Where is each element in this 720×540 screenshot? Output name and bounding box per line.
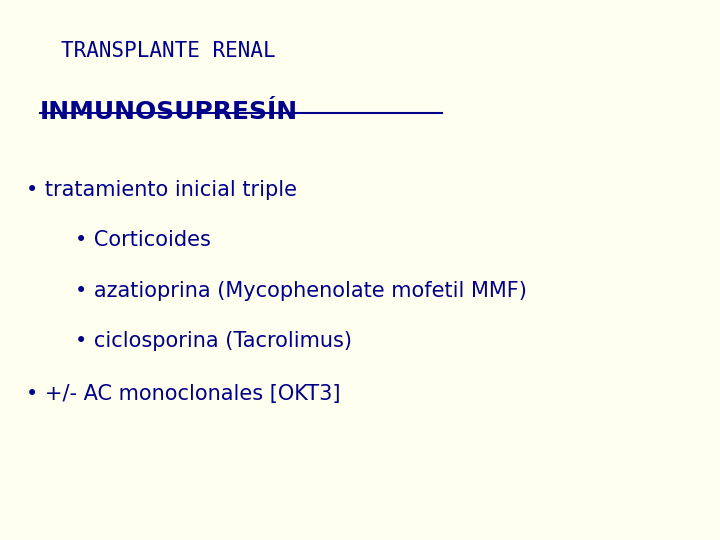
- Text: • tratamiento inicial triple: • tratamiento inicial triple: [25, 180, 297, 200]
- Text: • ciclosporina (Tacrolimus): • ciclosporina (Tacrolimus): [76, 331, 352, 351]
- Text: • azatioprina (Mycophenolate mofetil MMF): • azatioprina (Mycophenolate mofetil MMF…: [76, 281, 527, 301]
- Text: TRANSPLANTE RENAL: TRANSPLANTE RENAL: [61, 42, 276, 62]
- Text: INMUNOSUPRESÍN: INMUNOSUPRESÍN: [40, 100, 298, 124]
- Text: • Corticoides: • Corticoides: [76, 230, 211, 250]
- Text: • +/- AC monoclonales [OKT3]: • +/- AC monoclonales [OKT3]: [25, 384, 340, 404]
